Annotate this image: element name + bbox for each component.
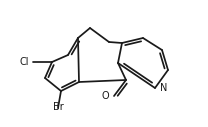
- Text: N: N: [160, 83, 167, 93]
- Text: Cl: Cl: [20, 57, 29, 67]
- Text: Br: Br: [53, 102, 63, 112]
- Text: O: O: [101, 91, 109, 101]
